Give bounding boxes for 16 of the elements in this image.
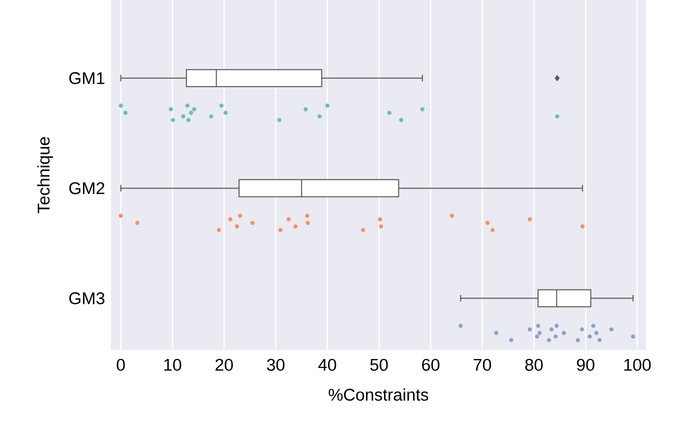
- x-tick-label: 60: [422, 358, 440, 371]
- x-tick-label: 10: [164, 358, 182, 371]
- x-tick-label: 20: [216, 358, 233, 371]
- x-axis-title: %Constraints: [328, 388, 428, 401]
- x-tick-label: 40: [318, 358, 336, 371]
- y-axis-title: Technique: [37, 137, 53, 214]
- x-tick-label: 30: [266, 358, 284, 371]
- x-tick-label: 80: [525, 358, 543, 371]
- x-tick-label: 70: [474, 358, 492, 371]
- x-tick-label: 90: [576, 358, 594, 371]
- x-tick-label: 0: [116, 358, 125, 371]
- y-tick-label: GM3: [69, 292, 104, 304]
- x-tick-label: 50: [370, 358, 388, 371]
- x-tick-label: 100: [624, 358, 651, 371]
- y-tick-label: GM1: [69, 72, 104, 84]
- y-tick-label: GM2: [69, 182, 104, 194]
